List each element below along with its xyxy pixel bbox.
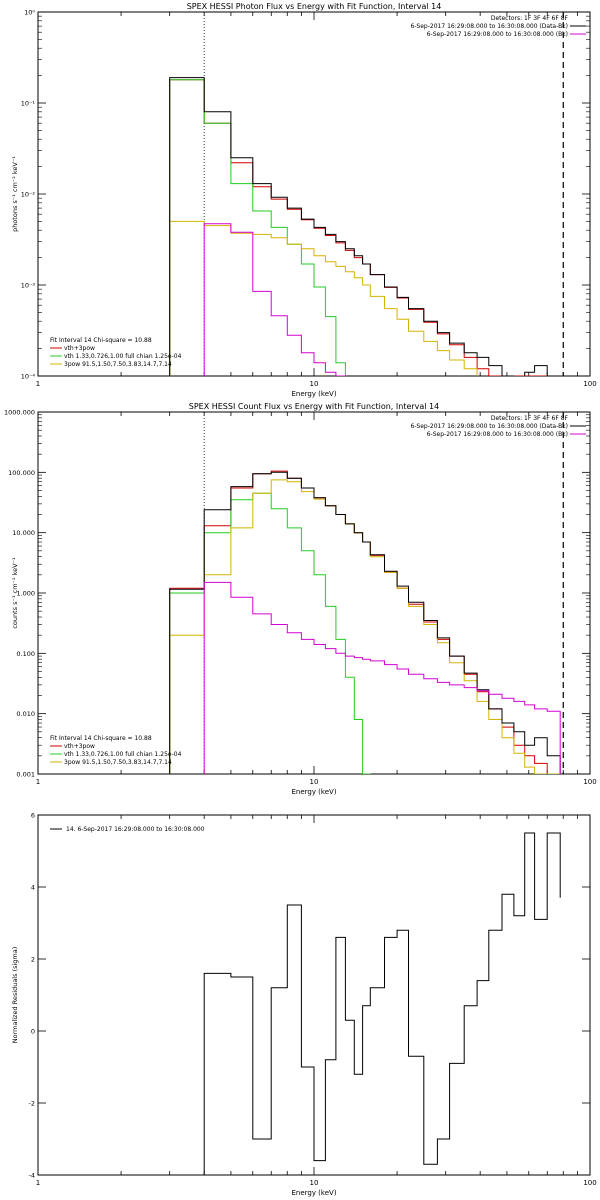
- legend-entry: vth 1.33,0.726,1.00 full chian 1.25e-04: [64, 353, 182, 360]
- legend-title: Fit Interval 14 Chi-square = 10.88: [50, 337, 152, 344]
- series-1-4-line: [203, 581, 561, 774]
- x-axis-label: Energy (keV): [291, 788, 336, 796]
- plot-frame: [37, 11, 591, 377]
- x-tick-label: 100: [583, 380, 596, 388]
- x-tick-label: 1: [36, 380, 40, 388]
- legend-title: Fit Interval 14 Chi-square = 10.88: [50, 735, 152, 742]
- y-axis-label: Normalized Residuals (sigma): [11, 947, 19, 1044]
- series-2-0-line: [203, 832, 561, 1175]
- y-tick-label: 10⁰: [24, 9, 35, 17]
- legend-entry: vth+3pow: [64, 345, 95, 352]
- x-tick-label: 1: [36, 778, 40, 786]
- photon-flux-panel: SPEX HESSI Photon Flux vs Energy with Fi…: [11, 2, 597, 398]
- residuals-panel: 1 10 100 Energy (keV) -4 -2 0 2 4 6 Normalized Res…: [11, 812, 597, 1198]
- x-tick-label: 1: [36, 1179, 40, 1187]
- series-0-0-line: [169, 79, 561, 376]
- count-flux-panel: SPEX HESSI Count Flux vs Energy with Fit…: [4, 402, 597, 796]
- series-0-2-line: [169, 220, 478, 376]
- y-tick-label: 10⁻¹: [21, 100, 36, 108]
- series-0-1-line: [169, 79, 346, 376]
- series-1-3-line: [169, 471, 561, 774]
- x-axis-label: Energy (keV): [291, 390, 336, 398]
- info-text: 6-Sep-2017 16:29:08.000 to 16:30:08.000 …: [410, 23, 568, 30]
- y-tick-label: 0.010: [16, 710, 35, 718]
- x-axis-label: Energy (keV): [291, 1189, 336, 1197]
- y-tick-label: 1.000: [16, 590, 35, 598]
- x-tick-label: 100: [583, 778, 596, 786]
- y-tick-label: 10⁻⁴: [21, 373, 36, 381]
- info-text: 6-Sep-2017 16:29:08.000 to 16:30:08.000 …: [410, 423, 568, 430]
- y-axis-label: photons s⁻¹ cm⁻² keV⁻¹: [11, 156, 19, 232]
- y-tick-label: 10⁻³: [21, 282, 36, 290]
- y-tick-label: 10⁻²: [21, 191, 36, 199]
- legend-entry: vth 1.33,0.726,1.00 full chian 1.25e-04: [64, 751, 182, 758]
- legend-entry: 3pow 91.5,1.50,7.50,3.83,14.7,7.14: [64, 361, 172, 368]
- y-tick-label: 1000.000: [4, 409, 35, 417]
- y-tick-label: 100.000: [8, 469, 35, 477]
- plot-frame: [37, 411, 591, 775]
- legend-entry: 3pow 91.5,1.50,7.50,3.83,14.7,7.14: [64, 759, 172, 766]
- y-tick-label: 0: [31, 1028, 35, 1036]
- y-tick-label: 4: [31, 884, 35, 892]
- chart-title: SPEX HESSI Photon Flux vs Energy with Fi…: [187, 2, 442, 11]
- x-tick-label: 100: [583, 1179, 596, 1187]
- y-tick-label: 6: [31, 812, 35, 820]
- x-tick-label: 10: [310, 778, 319, 786]
- y-tick-label: 10.000: [12, 529, 35, 537]
- x-tick-label: 10: [310, 1179, 319, 1187]
- y-tick-label: -2: [29, 1100, 35, 1108]
- series-1-2-line: [169, 479, 561, 774]
- series-0-3-line: [169, 77, 561, 376]
- y-tick-label: 2: [31, 956, 35, 964]
- y-axis-label: counts s⁻¹ cm⁻² keV⁻¹: [11, 557, 19, 629]
- series-0-4-line: [203, 223, 346, 376]
- legend-entry: vth+3pow: [64, 743, 95, 750]
- y-tick-label: 0.001: [16, 771, 35, 779]
- x-tick-label: 10: [310, 380, 319, 388]
- y-tick-label: -4: [29, 1172, 35, 1180]
- legend-entry: 14. 6-Sep-2017 16:29:08.000 to 16:30:08.…: [66, 826, 205, 833]
- info-text: Detectors: 1F 3F 4F 6F 8F: [491, 415, 569, 422]
- chart-title: SPEX HESSI Count Flux vs Energy with Fit…: [189, 402, 440, 411]
- info-text: 6-Sep-2017 16:29:08.000 to 16:30:08.000 …: [427, 431, 568, 438]
- info-text: 6-Sep-2017 16:29:08.000 to 16:30:08.000 …: [427, 31, 568, 38]
- info-text: Detectors: 1F 3F 4F 6F 8F: [491, 15, 569, 22]
- y-tick-label: 0.100: [16, 650, 35, 658]
